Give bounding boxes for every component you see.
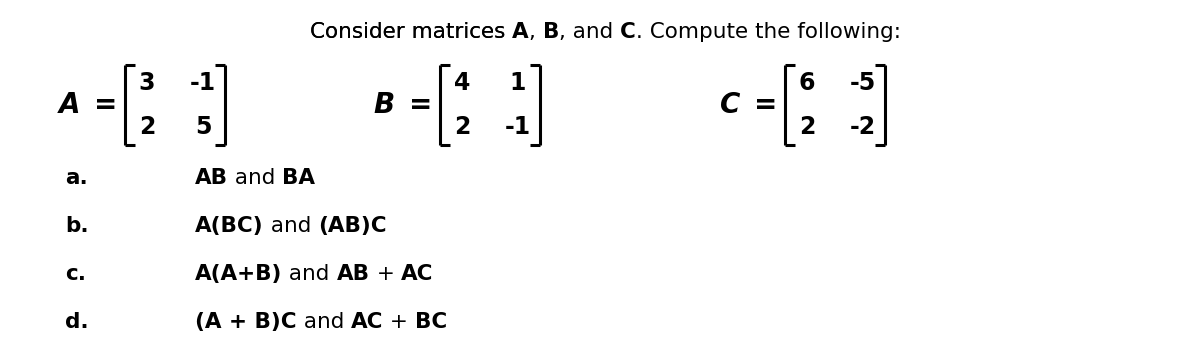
Text: +: + (370, 264, 401, 284)
Text: -1: -1 (190, 71, 216, 95)
Text: and: and (228, 168, 282, 188)
Text: 2: 2 (454, 115, 470, 139)
Text: =: = (409, 91, 433, 119)
Text: and: and (282, 264, 337, 284)
Text: -5: -5 (850, 71, 876, 95)
Text: A(BC): A(BC) (194, 216, 264, 236)
Text: (AB)C: (AB)C (318, 216, 386, 236)
Text: 1: 1 (510, 71, 526, 95)
Text: a.: a. (65, 168, 88, 188)
Text: AB: AB (337, 264, 370, 284)
Text: Consider matrices: Consider matrices (310, 22, 512, 42)
Text: b.: b. (65, 216, 89, 236)
Text: 6: 6 (799, 71, 815, 95)
Text: A(A+B): A(A+B) (194, 264, 282, 284)
Text: Consider matrices: Consider matrices (310, 22, 512, 42)
Text: 3: 3 (139, 71, 155, 95)
Text: B: B (542, 22, 559, 42)
Text: AB: AB (194, 168, 228, 188)
Text: C: C (620, 22, 636, 42)
Text: 2: 2 (799, 115, 815, 139)
Text: 2: 2 (139, 115, 155, 139)
Text: , and: , and (559, 22, 620, 42)
Text: . Compute the following:: . Compute the following: (636, 22, 901, 42)
Text: BC: BC (415, 312, 448, 332)
Text: AC: AC (401, 264, 434, 284)
Text: A: A (512, 22, 529, 42)
Text: C: C (720, 91, 740, 119)
Text: A: A (59, 91, 80, 119)
Text: 5: 5 (194, 115, 211, 139)
Text: +: + (383, 312, 415, 332)
Text: (A + B)C: (A + B)C (194, 312, 296, 332)
Text: B: B (374, 91, 395, 119)
Text: =: = (95, 91, 118, 119)
Text: and: and (296, 312, 350, 332)
Text: =: = (755, 91, 778, 119)
Text: d.: d. (65, 312, 89, 332)
Text: -2: -2 (850, 115, 876, 139)
Text: ,: , (529, 22, 542, 42)
Text: and: and (264, 216, 318, 236)
Text: BA: BA (282, 168, 316, 188)
Text: 4: 4 (454, 71, 470, 95)
Text: AC: AC (350, 312, 383, 332)
Text: -1: -1 (505, 115, 532, 139)
Text: c.: c. (65, 264, 86, 284)
